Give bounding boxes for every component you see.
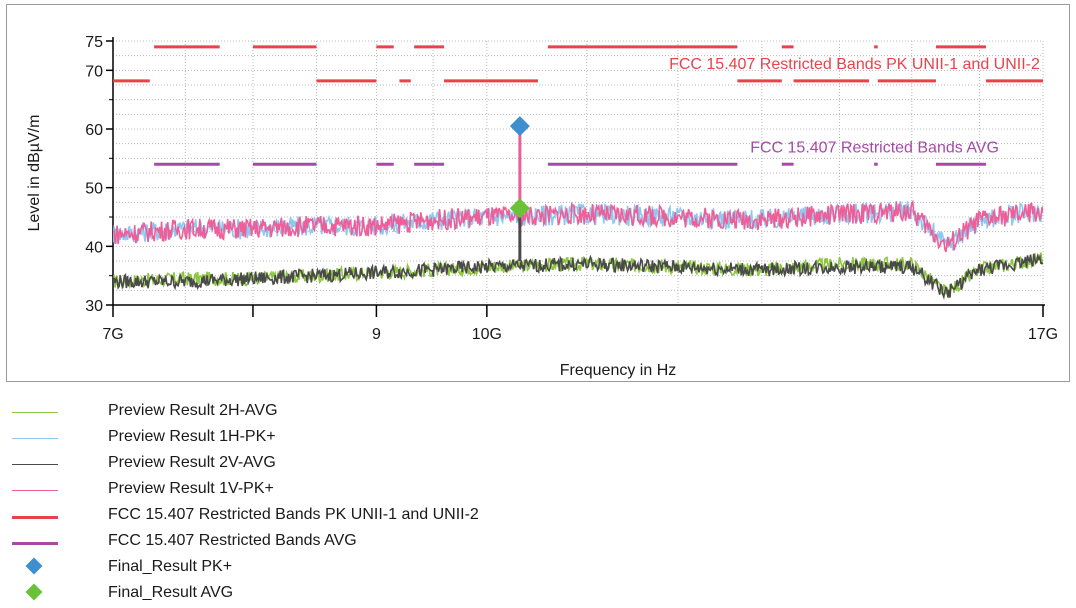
legend-item: Preview Result 2V-AVG xyxy=(0,452,700,478)
legend-item: Final_Result PK+ xyxy=(0,556,700,582)
legend-swatch xyxy=(12,412,58,413)
y-axis-title: Level in dBµV/m xyxy=(26,115,43,232)
legend-label: FCC 15.407 Restricted Bands PK UNII-1 an… xyxy=(108,506,479,523)
y-tick-label: 75 xyxy=(85,34,103,51)
x-tick-label: 7G xyxy=(102,326,123,343)
y-tick-label: 40 xyxy=(85,239,103,256)
legend-label: Final_Result PK+ xyxy=(108,558,233,575)
final-result-marker xyxy=(509,116,530,137)
x-tick-label: 17G xyxy=(1028,326,1058,343)
legend-swatch xyxy=(12,542,58,545)
series-line xyxy=(113,252,1043,300)
legend-marker-diamond xyxy=(25,583,43,601)
y-tick-label: 30 xyxy=(85,298,103,315)
x-tick-label: 9 xyxy=(372,326,381,343)
legend-label: Preview Result 1H-PK+ xyxy=(108,428,276,445)
legend-label: Preview Result 2H-AVG xyxy=(108,402,278,419)
legend-label: Final_Result AVG xyxy=(108,584,234,601)
legend-item: Preview Result 1V-PK+ xyxy=(0,478,700,504)
legend-item: Preview Result 2H-AVG xyxy=(0,400,700,426)
legend-item: FCC 15.407 Restricted Bands PK UNII-1 an… xyxy=(0,504,700,530)
legend-item: FCC 15.407 Restricted Bands AVG xyxy=(0,530,700,556)
legend-item: Final_Result AVG xyxy=(0,582,700,608)
chart-svg: 30 40 50 60 70 75 7G 9 10G 17G Frequency in Hz Leve… xyxy=(26,34,1058,379)
legend: Preview Result 2H-AVG Preview Result 1H-P… xyxy=(0,400,700,608)
x-axis-title: Frequency in Hz xyxy=(560,362,677,379)
y-tick-label: 50 xyxy=(85,181,103,198)
chart-frame: 30 40 50 60 70 75 7G 9 10G 17G Frequency in Hz Leve… xyxy=(6,4,1070,382)
legend-swatch xyxy=(12,464,58,465)
legend-swatch xyxy=(12,438,58,439)
final-result-marker xyxy=(509,198,530,219)
legend-label: FCC 15.407 Restricted Bands AVG xyxy=(108,532,357,549)
limit-annotation: FCC 15.407 Restricted Bands AVG xyxy=(750,139,999,156)
legend-label: Preview Result 2V-AVG xyxy=(108,454,276,471)
legend-item: Preview Result 1H-PK+ xyxy=(0,426,700,452)
legend-marker-diamond xyxy=(25,557,43,575)
series-line xyxy=(113,200,1043,253)
y-tick-label: 60 xyxy=(85,122,103,139)
x-tick-label: 10G xyxy=(472,326,502,343)
legend-swatch xyxy=(12,516,58,519)
y-tick-label: 70 xyxy=(85,63,103,80)
limit-annotation: FCC 15.407 Restricted Bands PK UNII-1 an… xyxy=(669,56,1040,73)
legend-label: Preview Result 1V-PK+ xyxy=(108,480,274,497)
legend-swatch xyxy=(12,490,58,491)
